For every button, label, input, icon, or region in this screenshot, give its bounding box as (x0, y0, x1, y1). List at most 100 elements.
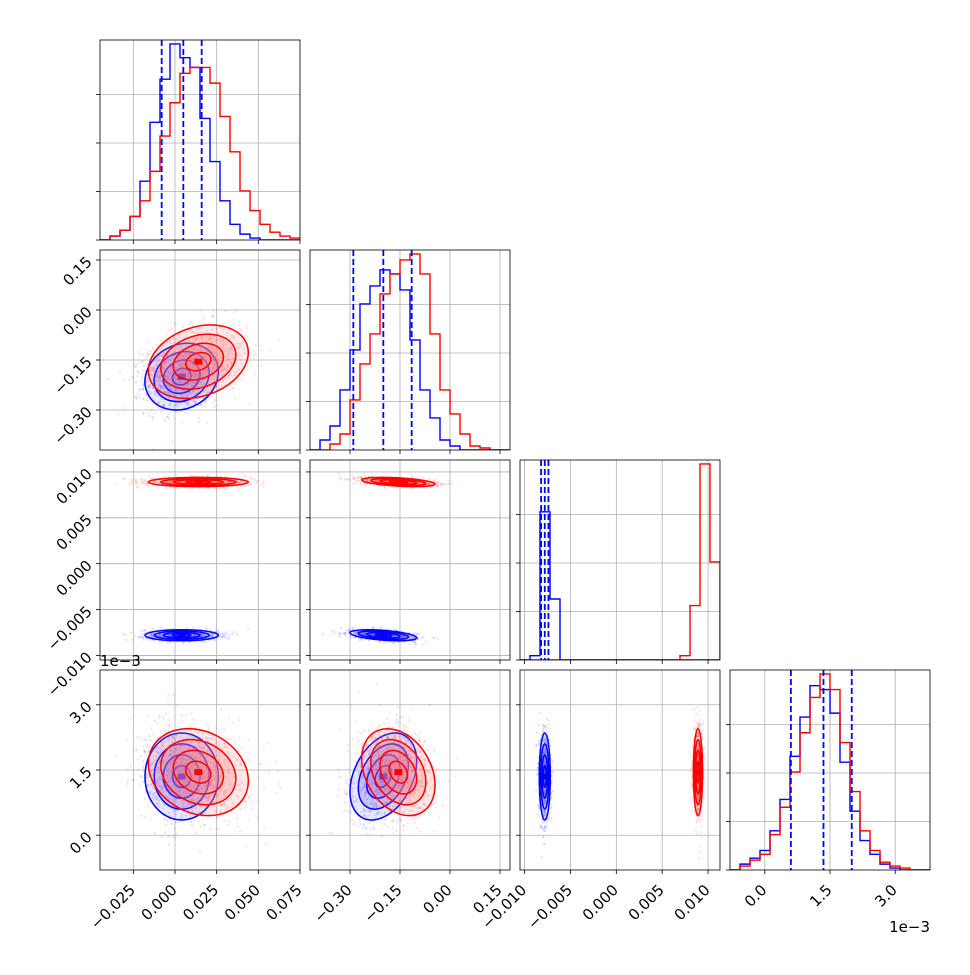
scatter-point (143, 365, 145, 367)
scatter-point (213, 315, 215, 317)
scatter-point (207, 396, 209, 398)
scatter-point (255, 344, 257, 346)
scatter-point (138, 487, 140, 489)
scatter-point (340, 627, 342, 629)
scatter-point (168, 329, 170, 331)
scatter-point (166, 334, 168, 336)
panel-1-0: −0.30−0.150.000.15 (50, 250, 300, 454)
scatter-point (136, 480, 138, 482)
y-tick-label: −0.010 (44, 648, 96, 700)
scatter-blue (322, 626, 439, 645)
density-peak (194, 479, 202, 485)
scatter-point (255, 353, 257, 355)
scatter-point (234, 383, 236, 385)
histogram-blue (310, 270, 510, 450)
scatter-point (425, 641, 427, 643)
scatter-point (421, 637, 423, 639)
scatter-point (349, 478, 351, 480)
scatter-point (261, 349, 263, 351)
scatter-point (368, 640, 370, 642)
scatter-point (246, 324, 248, 326)
scatter-point (212, 311, 214, 313)
scatter-point (269, 349, 271, 351)
scatter-point (146, 412, 148, 414)
scatter-point (235, 309, 237, 311)
scatter-point (229, 325, 231, 327)
scatter-point (143, 629, 145, 631)
scatter-point (177, 401, 179, 403)
scatter-point (348, 628, 350, 630)
scatter-point (254, 479, 256, 481)
scatter-point (246, 328, 248, 330)
scatter-point (343, 632, 345, 634)
scatter-point (131, 481, 133, 483)
scatter-point (238, 321, 240, 323)
scatter-point (205, 626, 207, 628)
scatter-point (226, 633, 228, 635)
scatter-point (134, 480, 136, 482)
scatter-point (157, 343, 159, 345)
scatter-point (182, 401, 184, 403)
density-peak (178, 632, 186, 638)
scatter-point (219, 635, 221, 637)
scatter-point (240, 329, 242, 331)
scatter-point (140, 637, 142, 639)
scatter-point (217, 404, 219, 406)
scatter-point (249, 402, 251, 404)
density-peak (194, 359, 202, 365)
scatter-point (142, 635, 144, 637)
scatter-point (421, 643, 423, 645)
scatter-point (160, 411, 162, 413)
scatter-point (243, 474, 245, 476)
scatter-point (253, 351, 255, 353)
scatter-point (228, 633, 230, 635)
scatter-point (214, 639, 216, 641)
scatter-point (148, 415, 150, 417)
scatter-point (352, 474, 354, 476)
y-tick-label: 0.000 (53, 557, 96, 600)
scatter-point (185, 401, 187, 403)
scatter-point (157, 407, 159, 409)
scatter-point (165, 487, 167, 489)
scatter-point (251, 363, 253, 365)
scatter-point (233, 325, 235, 327)
scatter-point (217, 631, 219, 633)
scatter-point (422, 477, 424, 479)
y-tick-label: −0.30 (50, 403, 95, 448)
scatter-point (234, 398, 236, 400)
scatter-point (131, 639, 133, 641)
scatter-point (133, 363, 135, 365)
scatter-point (152, 628, 154, 630)
scatter-point (152, 416, 154, 418)
scatter-point (359, 482, 361, 484)
scatter-point (157, 392, 159, 394)
scatter-point (249, 360, 251, 362)
scatter-point (219, 488, 221, 490)
scatter-point (143, 479, 145, 481)
scatter-point (209, 629, 211, 631)
scatter-point (206, 422, 208, 424)
scatter-point (373, 627, 375, 629)
scatter-point (136, 375, 138, 377)
scatter-point (151, 409, 153, 411)
scatter-point (204, 641, 206, 643)
scatter-point (243, 374, 245, 376)
scatter-point (130, 632, 132, 634)
scatter-point (142, 385, 144, 387)
scatter-point (193, 626, 195, 628)
panel-2-1 (306, 460, 510, 664)
y-tick-label: 0.00 (59, 303, 95, 339)
scatter-point (147, 353, 149, 355)
scatter-point (431, 636, 433, 638)
scatter-point (114, 483, 116, 485)
scatter-point (222, 636, 224, 638)
scatter-red (338, 473, 454, 490)
scatter-point (354, 637, 356, 639)
scatter-point (414, 641, 416, 643)
scatter-point (229, 388, 231, 390)
scatter-point (136, 485, 138, 487)
scatter-point (233, 631, 235, 633)
scatter-point (248, 484, 250, 486)
scatter-point (350, 636, 352, 638)
